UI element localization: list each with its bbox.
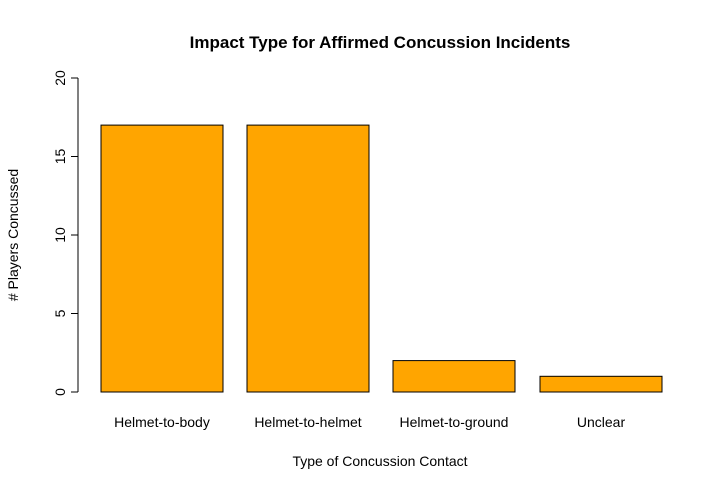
chart-title: Impact Type for Affirmed Concussion Inci… <box>190 33 571 52</box>
y-axis-label: # Players Concussed <box>5 169 21 301</box>
x-tick-label: Helmet-to-ground <box>400 414 509 430</box>
x-tick-label: Helmet-to-helmet <box>254 414 361 430</box>
y-axis: 0 5 10 15 20 <box>52 70 79 396</box>
bar-helmet-to-helmet <box>246 124 370 393</box>
category-labels: Helmet-to-body Helmet-to-helmet Helmet-to-… <box>114 414 625 430</box>
y-tick-label: 10 <box>52 227 68 243</box>
y-tick-label: 0 <box>52 388 68 396</box>
bars-group <box>100 124 663 393</box>
x-tick-label: Unclear <box>577 414 626 430</box>
x-tick-label: Helmet-to-body <box>114 414 210 430</box>
bar-helmet-to-ground <box>392 360 516 393</box>
y-tick-label: 15 <box>52 149 68 165</box>
x-axis-label: Type of Concussion Contact <box>292 453 467 469</box>
bar-unclear <box>539 375 663 393</box>
y-tick-label: 5 <box>52 309 68 317</box>
y-tick-label: 20 <box>52 70 68 86</box>
bar-helmet-to-body <box>100 124 224 393</box>
